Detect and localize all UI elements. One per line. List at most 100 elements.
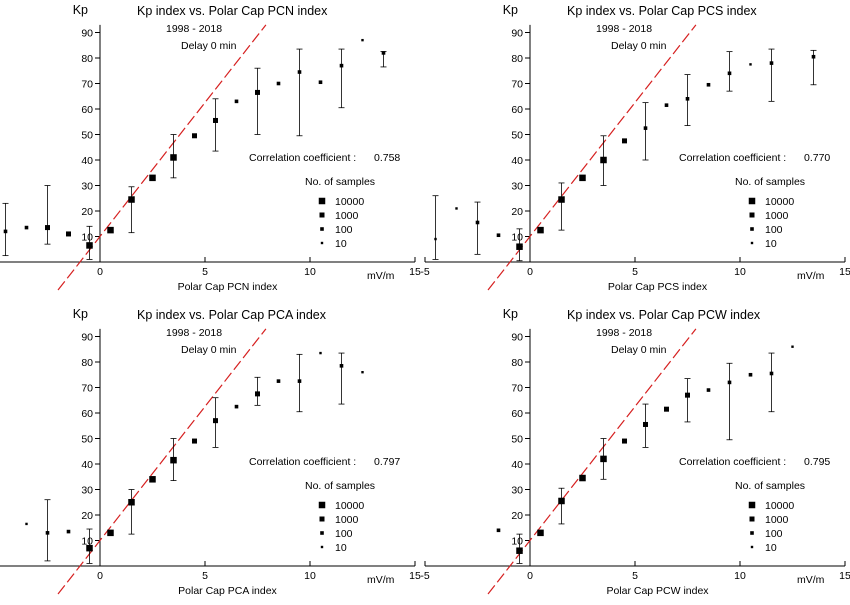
data-point	[664, 406, 669, 412]
legend-entry: 1000	[335, 210, 359, 222]
y-tick-label: 60	[511, 104, 523, 116]
correlation-label: Correlation coefficient :	[679, 152, 786, 164]
data-point	[748, 372, 753, 377]
data-point	[537, 529, 544, 537]
legend-marker-1000	[319, 516, 325, 522]
data-point	[685, 392, 690, 398]
x-axis-unit: mV/m	[367, 574, 395, 586]
legend-marker-10	[750, 545, 754, 549]
y-tick-label: 70	[81, 79, 93, 91]
correlation-value: 0.770	[804, 152, 830, 164]
data-point	[107, 529, 114, 537]
legend-entry: 100	[335, 224, 353, 236]
y-tick-label: 60	[511, 408, 523, 420]
x-axis-unit: mV/m	[797, 574, 825, 586]
correlation-value: 0.797	[374, 456, 400, 468]
y-axis-label: Kp	[503, 3, 518, 17]
data-point	[297, 379, 302, 383]
data-point	[727, 71, 732, 76]
correlation-value: 0.758	[374, 152, 400, 164]
data-point	[234, 404, 239, 409]
data-point	[600, 455, 607, 463]
chart-subtitle: 1998 - 2018	[596, 327, 652, 339]
legend-marker-10000	[748, 197, 756, 205]
y-tick-label: 50	[511, 130, 523, 142]
correlation-label: Correlation coefficient :	[249, 456, 356, 468]
legend-marker-1000	[319, 212, 325, 218]
data-point	[769, 371, 774, 376]
legend-entry: 10	[335, 238, 347, 250]
y-tick-label: 20	[511, 206, 523, 218]
data-point	[318, 80, 323, 85]
data-point	[192, 133, 197, 139]
data-point	[149, 476, 156, 483]
y-tick-label: 30	[511, 485, 523, 497]
x-tick-label: -5	[420, 266, 429, 278]
data-point	[276, 81, 281, 86]
data-point	[234, 99, 239, 104]
x-tick-label: -5	[420, 570, 429, 582]
y-tick-label: 40	[511, 155, 523, 167]
chart-title: Kp index vs. Polar Cap PCA index	[137, 308, 327, 322]
legend-entry: 1000	[765, 514, 789, 526]
y-tick-label: 30	[81, 181, 93, 193]
y-tick-label: 90	[81, 28, 93, 40]
legend-entry: 100	[335, 528, 353, 540]
y-tick-label: 40	[81, 459, 93, 471]
x-tick-label: 15	[839, 266, 850, 278]
data-point	[791, 345, 794, 348]
delay-label: Delay 0 min	[611, 344, 667, 356]
x-axis-unit: mV/m	[797, 270, 825, 282]
data-point	[496, 233, 501, 238]
legend-title: No. of samples	[735, 176, 805, 188]
data-point	[600, 156, 607, 164]
data-point	[537, 226, 544, 234]
data-point	[361, 38, 364, 42]
x-tick-label: 0	[527, 266, 533, 278]
legend-marker-10	[320, 545, 324, 549]
chart-title: Kp index vs. Polar Cap PCW index	[567, 308, 761, 322]
x-axis-label: Polar Cap PCN index	[178, 281, 279, 293]
y-tick-label: 50	[81, 434, 93, 446]
y-axis-label: Kp	[73, 307, 88, 321]
delay-label: Delay 0 min	[181, 344, 237, 356]
chart-title: Kp index vs. Polar Cap PCN index	[137, 4, 328, 18]
data-point	[255, 89, 260, 95]
x-tick-label: 0	[97, 570, 103, 582]
data-point	[255, 391, 260, 397]
y-axis-label: Kp	[503, 307, 518, 321]
data-point	[496, 528, 501, 533]
y-tick-label: 20	[81, 206, 93, 218]
data-point	[622, 438, 627, 444]
y-tick-label: 70	[511, 79, 523, 91]
x-tick-label: 0	[97, 266, 103, 278]
y-tick-label: 10	[81, 232, 93, 244]
x-axis-label: Polar Cap PCW index	[606, 585, 709, 597]
legend-entry: 10000	[765, 500, 794, 512]
data-point	[434, 237, 437, 241]
data-point	[25, 522, 28, 526]
legend-entry: 100	[765, 224, 783, 236]
x-tick-label: 5	[632, 266, 638, 278]
legend-title: No. of samples	[305, 480, 375, 492]
data-point	[192, 438, 197, 444]
data-point	[558, 497, 565, 505]
data-point	[706, 388, 711, 392]
legend-entry: 10000	[335, 196, 364, 208]
data-point	[643, 126, 648, 130]
legend-marker-100	[320, 531, 324, 535]
legend-entry: 10000	[335, 500, 364, 512]
y-tick-label: 10	[511, 536, 523, 548]
y-tick-label: 10	[81, 536, 93, 548]
y-tick-label: 90	[81, 332, 93, 344]
legend-entry: 1000	[765, 210, 789, 222]
legend-entry: 100	[765, 528, 783, 540]
x-tick-label: 5	[202, 570, 208, 582]
delay-label: Delay 0 min	[611, 40, 667, 52]
data-point	[475, 220, 480, 225]
x-tick-label: 15	[409, 266, 421, 278]
y-tick-label: 20	[81, 510, 93, 522]
data-point	[66, 529, 71, 534]
data-point	[727, 380, 732, 385]
